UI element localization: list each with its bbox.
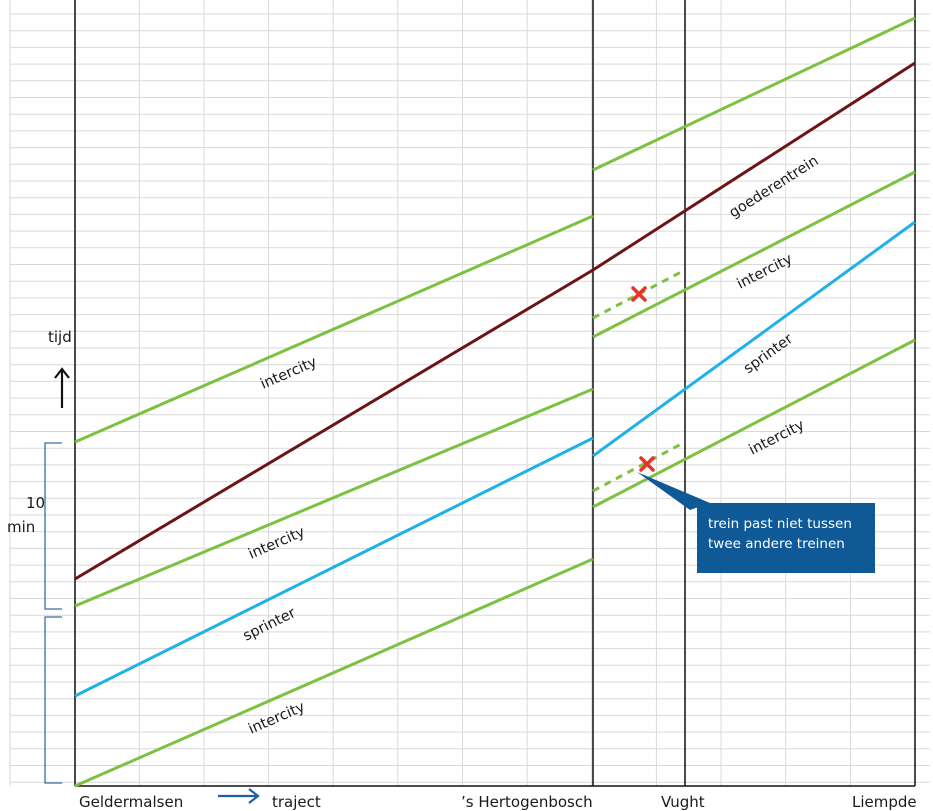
intercity-path-2-left xyxy=(74,387,594,608)
rejected-path-upper xyxy=(592,268,686,320)
x-label-s-hertogenbosch: ’s Hertogenbosch xyxy=(461,793,593,811)
y-interval-label-unit: min xyxy=(7,518,35,536)
y-axis-label: tijd xyxy=(48,328,72,346)
label-sprinter-right: sprinter xyxy=(741,331,796,377)
sprinter-path-right xyxy=(592,220,916,458)
label-sprinter-left: sprinter xyxy=(241,605,299,645)
callout-pointer xyxy=(637,472,710,510)
goederentrein-path-left xyxy=(74,268,594,581)
goederentrein-path-right xyxy=(592,61,916,272)
callout-line-2: twee andere treinen xyxy=(708,536,845,552)
intercity-path-3-left xyxy=(74,557,594,788)
grid xyxy=(9,0,930,786)
x-label-traject: traject xyxy=(272,793,321,811)
intercity-path-mid-right xyxy=(592,170,916,339)
x-label-vught: Vught xyxy=(661,793,705,811)
conflict-marker-lower xyxy=(639,456,655,472)
time-arrow-icon xyxy=(54,367,70,408)
y-interval-label-value: 10 xyxy=(26,494,45,512)
conflict-marker-upper xyxy=(631,286,647,302)
label-goederentrein: goederentrein xyxy=(727,153,822,221)
rejected-path-lower xyxy=(592,440,686,493)
sprinter-path-left xyxy=(74,436,594,698)
intercity-path-low-right xyxy=(592,338,916,509)
x-label-geldermalsen: Geldermalsen xyxy=(79,793,183,811)
x-label-liempde: Liempde xyxy=(852,793,917,811)
ten-minute-bracket-upper xyxy=(44,442,62,610)
route-arrow-icon xyxy=(218,788,260,804)
ten-minute-bracket-lower xyxy=(44,616,62,784)
label-intercity-top-left: intercity xyxy=(258,354,320,393)
callout-line-1: trein past niet tussen xyxy=(708,516,852,532)
intercity-path-top-right xyxy=(592,16,916,172)
conflict-callout: trein past niet tussen twee andere trein… xyxy=(697,503,875,573)
label-intercity-mid-right: intercity xyxy=(735,251,796,293)
intercity-path-1-left xyxy=(74,214,594,444)
